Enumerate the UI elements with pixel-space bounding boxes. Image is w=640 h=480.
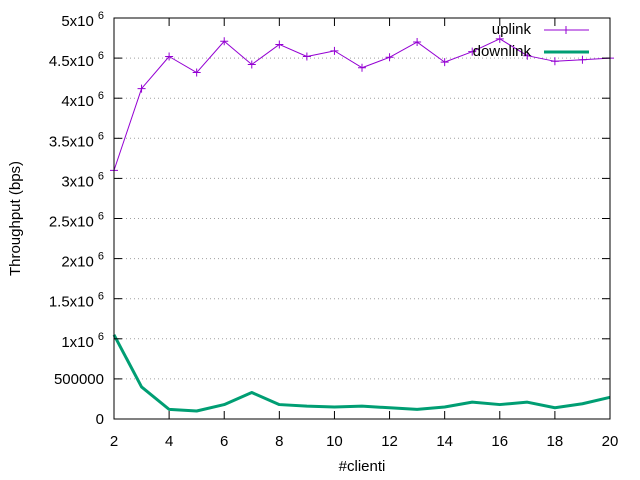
grid-lines: [114, 57, 610, 380]
legend: uplink downlink: [473, 21, 589, 60]
x-tick-label: 18: [547, 433, 564, 450]
data-point-uplink: [192, 68, 201, 77]
y-tick-label-base: 3.5x10: [49, 133, 94, 150]
y-tick-label: 1.5x10 6: [49, 291, 104, 311]
x-tick-label: 10: [326, 433, 343, 450]
y-tick-label: 2.5x10 6: [49, 211, 104, 231]
y-tick-label-base: 3x10: [61, 173, 94, 190]
data-point-uplink: [385, 53, 394, 62]
y-tick-label: 3.5x10 6: [49, 130, 104, 150]
legend-marker-uplink: [562, 26, 570, 34]
y-tick-label-exponent: 6: [98, 90, 104, 102]
y-tick-label-base: 4.5x10: [49, 53, 94, 70]
data-point-uplink: [275, 40, 284, 49]
y-tick-label-base: 1x10: [61, 334, 94, 351]
x-tick-label: 2: [110, 433, 118, 450]
x-tick-labels: 2 4 6 8 10 12 14 16 18 20: [110, 433, 619, 450]
y-tick-label-base: 4x10: [61, 93, 94, 110]
y-tick-label: 1x10 6: [61, 331, 104, 351]
legend-label-uplink: uplink: [492, 21, 532, 38]
y-tick-label-exponent: 6: [98, 10, 104, 22]
y-tick-label-exponent: 6: [98, 251, 104, 263]
data-point-uplink: [550, 57, 559, 66]
data-point-uplink: [220, 37, 229, 46]
x-tick-label: 4: [165, 433, 173, 450]
y-tick-label-base: 1.5x10: [49, 294, 94, 311]
x-tick-label: 20: [602, 433, 619, 450]
y-tick-label: 500000: [54, 371, 104, 388]
data-point-uplink: [247, 60, 256, 69]
y-tick-label: 4x10 6: [61, 90, 104, 110]
y-tick-label: 0: [96, 411, 104, 428]
y-tick-label: 4.5x10 6: [49, 50, 104, 70]
y-tick-label-exponent: 6: [98, 211, 104, 223]
y-tick-label-exponent: 6: [98, 331, 104, 343]
series-line-downlink: [112, 334, 611, 413]
y-tick-label-base: 2x10: [61, 254, 94, 271]
x-tick-label: 6: [220, 433, 228, 450]
x-tick-label: 8: [275, 433, 283, 450]
data-point-uplink: [302, 52, 311, 61]
y-tick-label-exponent: 6: [98, 50, 104, 62]
x-tick-label: 14: [436, 433, 453, 450]
y-tick-label-exponent: 6: [98, 170, 104, 182]
data-point-uplink: [358, 63, 366, 72]
x-axis-label: #clienti: [339, 458, 386, 475]
y-tick-label: 3x10 6: [61, 170, 104, 190]
y-tick-label-base: 5x10: [61, 13, 94, 30]
y-tick-label-base: 2.5x10: [49, 214, 94, 231]
x-tick-label: 12: [381, 433, 398, 450]
series-layer: [110, 34, 614, 413]
data-point-uplink: [137, 84, 146, 93]
tick-marks: [113, 17, 611, 420]
x-tick-label: 16: [491, 433, 508, 450]
data-point-uplink: [523, 51, 532, 60]
data-point-uplink: [578, 55, 587, 64]
data-point-uplink: [330, 46, 339, 55]
y-axis-label: Throughput (bps): [7, 161, 24, 276]
data-point-uplink: [495, 34, 504, 43]
y-tick-label-exponent: 6: [98, 291, 104, 303]
y-tick-label: 2x10 6: [61, 251, 104, 271]
data-point-uplink: [413, 38, 422, 47]
data-point-uplink: [440, 58, 449, 67]
data-point-uplink: [165, 52, 174, 61]
legend-label-downlink: downlink: [473, 43, 532, 60]
y-tick-label: 5x10 6: [61, 10, 104, 30]
y-tick-label-exponent: 6: [98, 130, 104, 142]
data-point-uplink: [468, 47, 477, 56]
